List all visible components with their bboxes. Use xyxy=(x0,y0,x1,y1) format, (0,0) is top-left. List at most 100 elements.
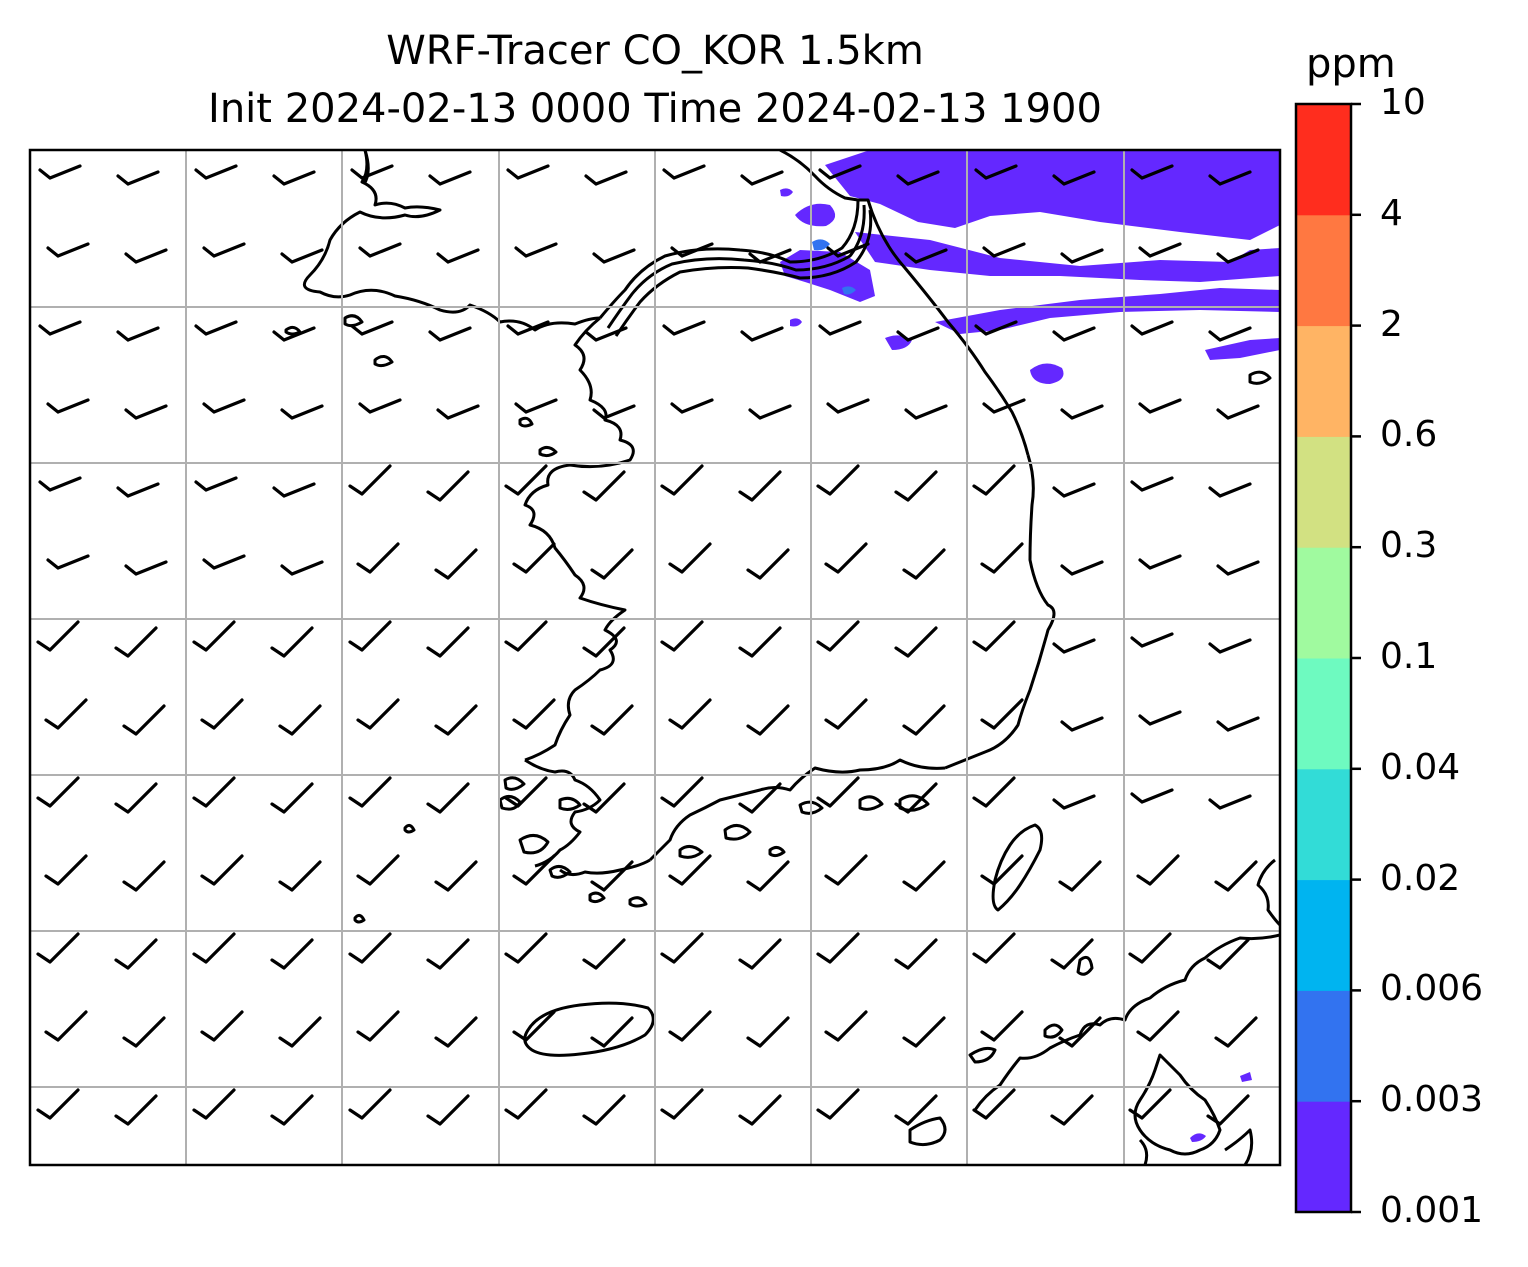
wind-barb xyxy=(270,782,314,814)
wind-barb xyxy=(122,1016,166,1048)
colorbar-segment xyxy=(1296,879,1351,991)
wind-barb xyxy=(1206,1094,1250,1126)
wind-barb xyxy=(272,170,316,186)
wind-barb xyxy=(1208,794,1252,810)
wind-barb xyxy=(436,248,480,264)
wind-barb xyxy=(192,776,236,808)
wind-barb xyxy=(746,860,790,892)
wind-barb xyxy=(584,326,628,342)
co-plume-area xyxy=(780,150,1280,1142)
wind-barb xyxy=(738,938,782,970)
wind-barb xyxy=(44,854,88,886)
wind-barb xyxy=(504,464,548,496)
wind-barb xyxy=(348,1088,392,1120)
wind-barb xyxy=(824,698,868,730)
colorbar-tick-label: 4 xyxy=(1380,192,1403,234)
wind-barb xyxy=(740,326,784,342)
wind-barb xyxy=(982,398,1026,414)
wind-barb xyxy=(512,1010,556,1042)
wind-barb xyxy=(738,1094,782,1126)
wind-barb xyxy=(504,776,548,808)
wind-barb xyxy=(980,1010,1024,1042)
wind-barb xyxy=(1128,932,1172,964)
wind-barb xyxy=(426,470,470,502)
wind-barb xyxy=(124,404,168,420)
wind-barb xyxy=(506,320,550,336)
wind-barb xyxy=(426,626,470,658)
wind-barb xyxy=(746,704,790,736)
wind-barb xyxy=(356,854,400,886)
wind-barb xyxy=(200,698,244,730)
co-plume-higher-level xyxy=(812,239,856,295)
wind-barb xyxy=(738,782,782,814)
wind-barb xyxy=(36,776,80,808)
wind-barb xyxy=(192,620,236,652)
wind-barb xyxy=(584,170,628,186)
wind-barb xyxy=(202,242,246,258)
wind-barb xyxy=(1130,320,1174,336)
colorbar-ticks xyxy=(1351,102,1361,1214)
wind-barb xyxy=(358,242,402,258)
wind-barb xyxy=(738,470,782,502)
wind-barb xyxy=(436,404,480,420)
wind-barb xyxy=(582,938,626,970)
wind-barb xyxy=(972,1088,1016,1120)
wind-barb xyxy=(980,698,1024,730)
wind-barb xyxy=(270,938,314,970)
wind-barbs xyxy=(36,164,1260,1126)
wind-barb xyxy=(114,626,158,658)
wind-barb xyxy=(1138,710,1182,726)
wind-barb xyxy=(36,1088,80,1120)
wind-barb xyxy=(974,164,1018,180)
wind-barb xyxy=(36,932,80,964)
wind-barb xyxy=(426,938,470,970)
wind-barb xyxy=(122,704,166,736)
wind-barb xyxy=(582,782,626,814)
wind-barb xyxy=(1216,716,1260,732)
wind-barb xyxy=(434,860,478,892)
wind-barb xyxy=(428,170,472,186)
wind-barb xyxy=(740,170,784,186)
wind-barb xyxy=(270,1094,314,1126)
colorbar-tick-label: 2 xyxy=(1380,303,1403,345)
wind-barb xyxy=(816,464,860,496)
colorbar-tick-label: 0.3 xyxy=(1380,525,1438,567)
wind-barb xyxy=(192,1088,236,1120)
wind-barb xyxy=(746,1016,790,1048)
wind-barb xyxy=(670,398,714,414)
wind-barb xyxy=(1052,170,1096,186)
wind-barb xyxy=(670,242,714,258)
colorbar-tick-label: 0.006 xyxy=(1380,968,1484,1010)
wind-barb xyxy=(114,782,158,814)
wind-barb xyxy=(972,932,1016,964)
colorbar-segment xyxy=(1296,547,1351,659)
colorbar-tick-label: 0.1 xyxy=(1380,636,1438,677)
wind-barb xyxy=(114,938,158,970)
wind-barb xyxy=(1130,476,1174,492)
wind-barb xyxy=(426,782,470,814)
wind-barb xyxy=(660,776,704,808)
wind-barb xyxy=(660,620,704,652)
wind-barb xyxy=(582,470,626,502)
wind-barb xyxy=(668,854,712,886)
wind-barb xyxy=(504,620,548,652)
wind-barb xyxy=(356,698,400,730)
wind-barb xyxy=(824,542,868,574)
wind-barb xyxy=(504,1088,548,1120)
wind-barb xyxy=(1060,716,1104,732)
wind-barb xyxy=(116,170,160,186)
wind-barb xyxy=(514,242,558,258)
wind-barb xyxy=(826,242,870,258)
wind-barb xyxy=(1130,632,1174,648)
colorbar-segment xyxy=(1296,1101,1351,1213)
wind-barb xyxy=(356,542,400,574)
wind-barb xyxy=(894,938,938,970)
wind-barb xyxy=(280,248,324,264)
wind-barb xyxy=(902,704,946,736)
colorbar-segment xyxy=(1296,436,1351,548)
wind-barb xyxy=(972,620,1016,652)
wind-barb xyxy=(124,248,168,264)
wind-barb xyxy=(660,1088,704,1120)
wind-barb xyxy=(350,320,394,336)
